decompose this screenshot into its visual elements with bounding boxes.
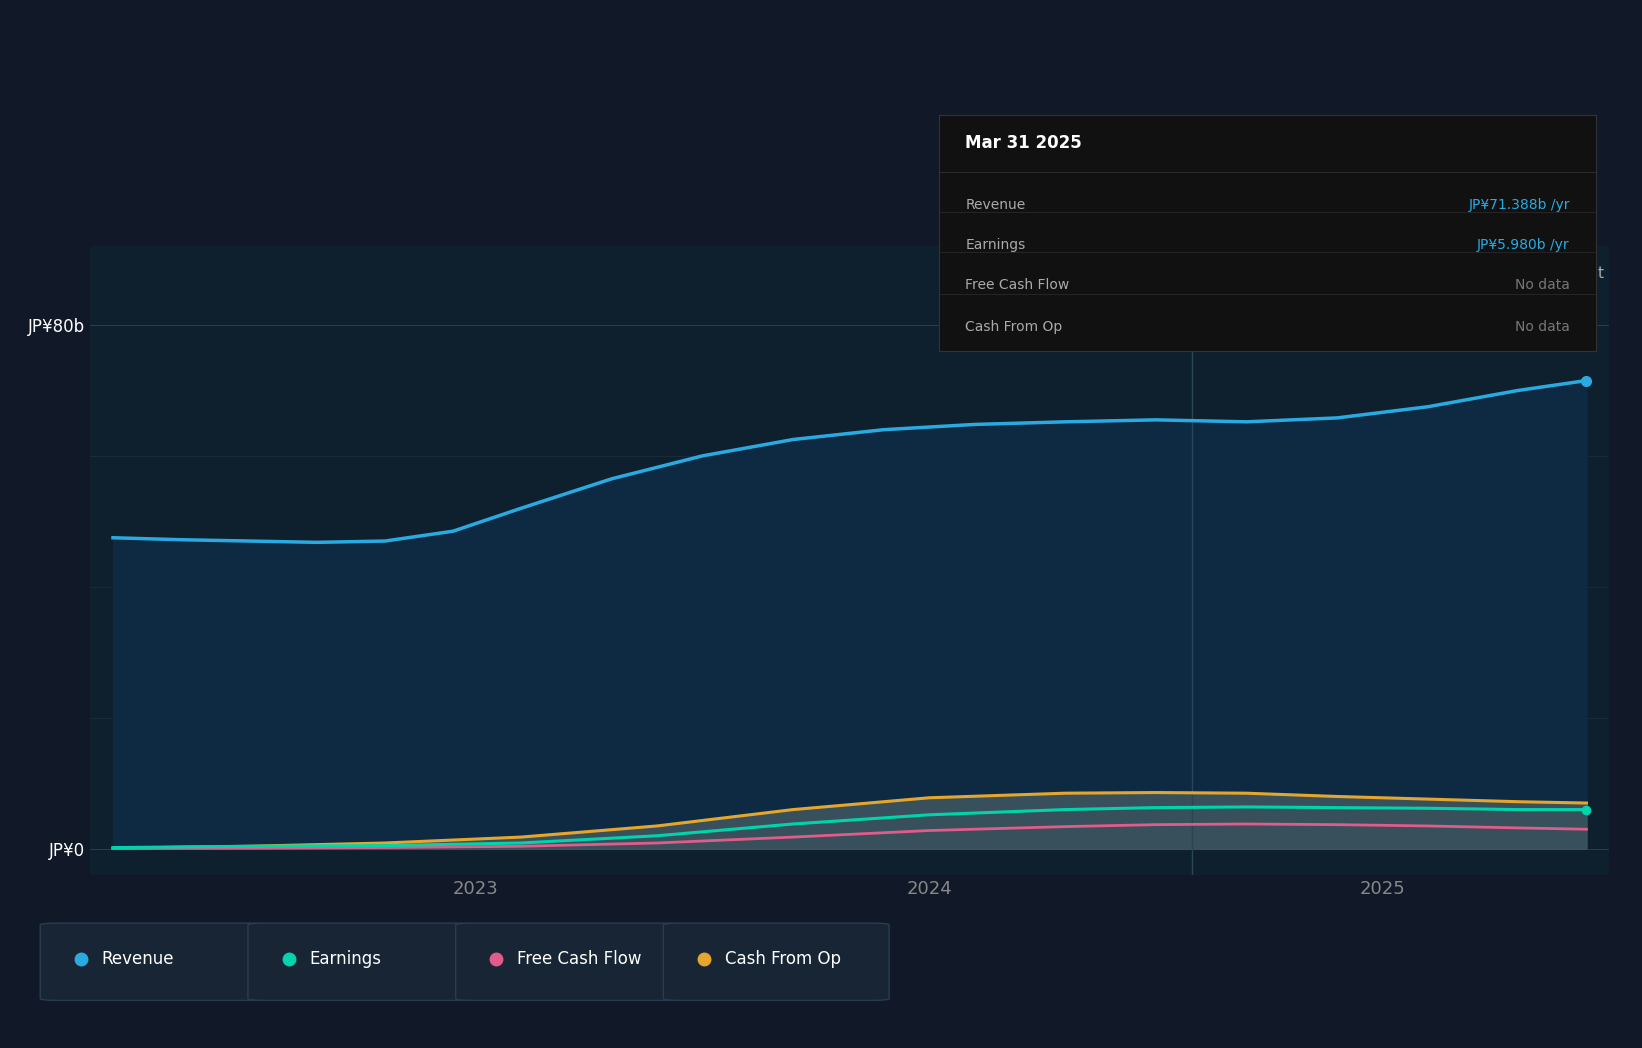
FancyBboxPatch shape	[248, 923, 475, 1001]
Text: Mar 31 2025: Mar 31 2025	[965, 134, 1082, 152]
Text: JP¥71.388b /yr: JP¥71.388b /yr	[1468, 198, 1570, 212]
Text: Free Cash Flow: Free Cash Flow	[517, 949, 642, 968]
Text: Free Cash Flow: Free Cash Flow	[965, 278, 1069, 292]
Text: Revenue: Revenue	[102, 949, 174, 968]
Text: No data: No data	[1516, 278, 1570, 292]
Text: Cash From Op: Cash From Op	[724, 949, 841, 968]
Text: Cash From Op: Cash From Op	[965, 321, 1062, 334]
Text: Earnings: Earnings	[309, 949, 381, 968]
Text: JP¥5.980b /yr: JP¥5.980b /yr	[1478, 238, 1570, 252]
Text: Past: Past	[1573, 266, 1604, 281]
FancyBboxPatch shape	[456, 923, 681, 1001]
FancyBboxPatch shape	[663, 923, 890, 1001]
Text: Revenue: Revenue	[965, 198, 1026, 212]
Text: No data: No data	[1516, 321, 1570, 334]
Text: Earnings: Earnings	[965, 238, 1026, 252]
FancyBboxPatch shape	[39, 923, 266, 1001]
